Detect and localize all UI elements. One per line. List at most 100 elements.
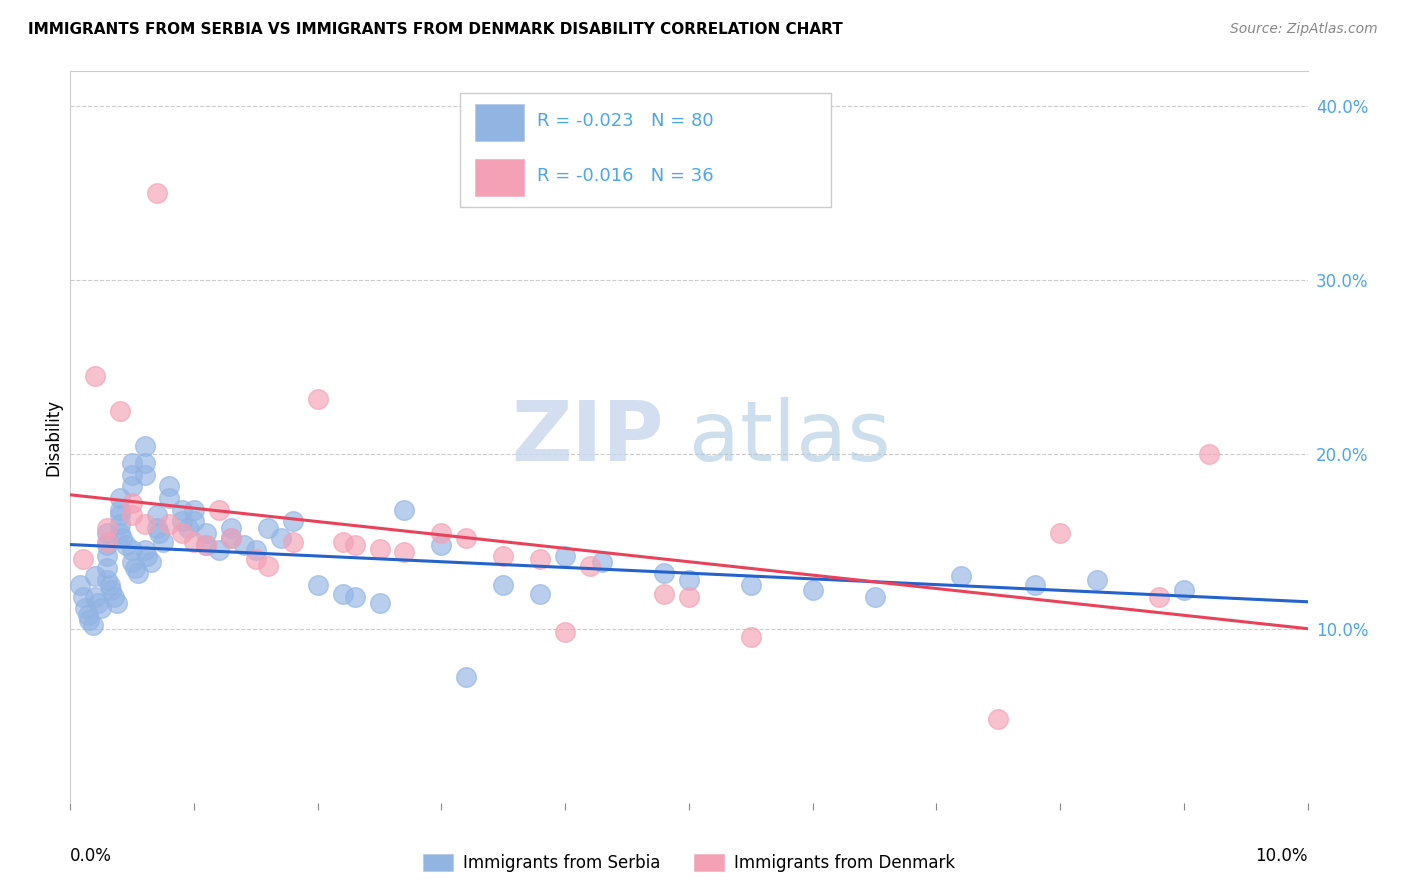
Point — [115, 538, 138, 552]
Point — [307, 392, 329, 406]
Point — [183, 503, 205, 517]
Point — [96, 525, 118, 540]
Point — [134, 468, 156, 483]
Point — [127, 566, 149, 580]
Point — [579, 558, 602, 573]
Point — [232, 538, 254, 552]
Point — [1085, 573, 1108, 587]
Point — [456, 531, 478, 545]
Bar — [475, 104, 524, 141]
Point — [121, 496, 143, 510]
Point — [863, 591, 886, 605]
Point — [456, 670, 478, 684]
Point — [84, 591, 107, 605]
Point — [139, 556, 162, 570]
Point — [77, 613, 100, 627]
Text: 0.0%: 0.0% — [70, 847, 112, 864]
Point — [134, 517, 156, 532]
Text: R = -0.023   N = 80: R = -0.023 N = 80 — [537, 112, 713, 130]
Point — [96, 538, 118, 552]
Point — [134, 543, 156, 558]
Point — [146, 508, 169, 523]
Point — [108, 517, 131, 532]
Point — [394, 545, 416, 559]
Point — [146, 521, 169, 535]
Point — [121, 468, 143, 483]
Point — [84, 369, 107, 384]
Point — [136, 549, 159, 563]
Point — [332, 534, 354, 549]
Point — [105, 595, 128, 609]
Point — [146, 186, 169, 201]
Point — [108, 508, 131, 523]
Point — [157, 517, 180, 532]
Point — [219, 521, 242, 535]
Point — [121, 508, 143, 523]
Point — [195, 525, 218, 540]
Point — [111, 531, 134, 545]
Point — [219, 531, 242, 545]
Point — [72, 552, 94, 566]
Point — [394, 503, 416, 517]
Point — [170, 525, 193, 540]
Point — [121, 479, 143, 493]
Point — [183, 514, 205, 528]
Point — [430, 538, 453, 552]
Point — [591, 556, 613, 570]
Point — [740, 578, 762, 592]
Point — [134, 439, 156, 453]
Point — [108, 404, 131, 418]
Text: R = -0.016   N = 36: R = -0.016 N = 36 — [537, 167, 713, 185]
Point — [103, 591, 125, 605]
Point — [121, 543, 143, 558]
Point — [343, 591, 366, 605]
Point — [98, 578, 121, 592]
Point — [1147, 591, 1170, 605]
Point — [307, 578, 329, 592]
Point — [157, 479, 180, 493]
Point — [152, 534, 174, 549]
Point — [121, 556, 143, 570]
FancyBboxPatch shape — [460, 94, 831, 207]
Point — [245, 552, 267, 566]
Point — [368, 595, 391, 609]
Text: ZIP: ZIP — [512, 397, 664, 477]
Point — [82, 618, 104, 632]
Point — [208, 543, 231, 558]
Point — [430, 525, 453, 540]
Text: IMMIGRANTS FROM SERBIA VS IMMIGRANTS FROM DENMARK DISABILITY CORRELATION CHART: IMMIGRANTS FROM SERBIA VS IMMIGRANTS FRO… — [28, 22, 842, 37]
Point — [1024, 578, 1046, 592]
Point — [96, 573, 118, 587]
Point — [281, 514, 304, 528]
Point — [1173, 583, 1195, 598]
Point — [678, 573, 700, 587]
Point — [257, 558, 280, 573]
Point — [678, 591, 700, 605]
Point — [148, 525, 170, 540]
Point — [529, 587, 551, 601]
Bar — [475, 159, 524, 195]
Point — [343, 538, 366, 552]
Point — [950, 569, 973, 583]
Point — [177, 521, 200, 535]
Text: 10.0%: 10.0% — [1256, 847, 1308, 864]
Point — [740, 631, 762, 645]
Point — [100, 583, 122, 598]
Point — [208, 503, 231, 517]
Point — [368, 541, 391, 556]
Point — [245, 543, 267, 558]
Point — [554, 625, 576, 640]
Point — [134, 456, 156, 470]
Point — [652, 566, 675, 580]
Point — [96, 534, 118, 549]
Point — [86, 595, 108, 609]
Point — [84, 569, 107, 583]
Point — [108, 503, 131, 517]
Point — [90, 600, 112, 615]
Point — [987, 712, 1010, 726]
Point — [75, 600, 97, 615]
Point — [219, 531, 242, 545]
Point — [72, 591, 94, 605]
Point — [270, 531, 292, 545]
Point — [281, 534, 304, 549]
